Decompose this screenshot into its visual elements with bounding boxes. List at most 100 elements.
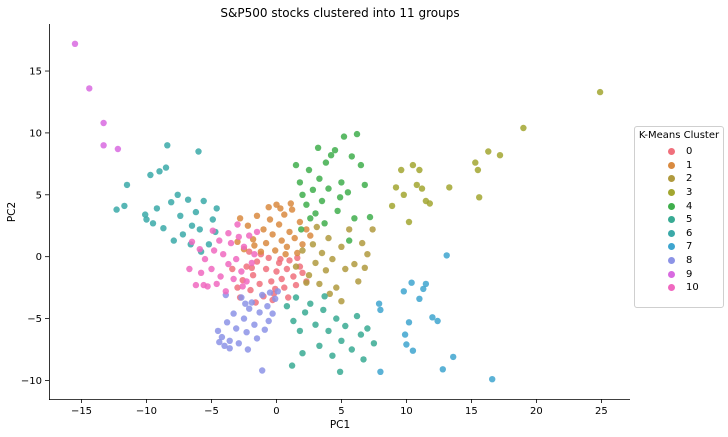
data-point-cluster-5 [325, 327, 332, 335]
legend-item: 8 [635, 254, 723, 268]
data-point-cluster-10 [216, 237, 223, 244]
legend-label: 2 [686, 173, 693, 185]
data-point-cluster-5 [360, 356, 367, 363]
data-point-cluster-5 [283, 303, 291, 310]
data-point-cluster-1 [294, 249, 301, 257]
data-point-cluster-4 [312, 210, 319, 217]
data-point-cluster-9 [114, 145, 122, 153]
data-point-cluster-2 [313, 223, 320, 231]
data-point-cluster-4 [338, 179, 345, 186]
data-point-cluster-10 [208, 265, 215, 273]
data-point-cluster-7 [401, 331, 409, 338]
data-point-cluster-5 [348, 346, 355, 353]
legend-marker [668, 229, 675, 237]
data-point-cluster-7 [450, 353, 457, 361]
data-point-cluster-4 [321, 220, 328, 227]
data-point-cluster-10 [235, 233, 242, 241]
data-point-cluster-8 [226, 337, 233, 344]
data-point-cluster-5 [342, 322, 349, 330]
data-point-cluster-8 [253, 335, 261, 342]
data-point-cluster-10 [220, 251, 227, 258]
data-point-cluster-8 [244, 346, 252, 353]
data-point-cluster-2 [309, 241, 317, 248]
data-point-cluster-3 [405, 218, 413, 226]
data-point-cluster-1 [253, 212, 261, 219]
data-point-cluster-0 [281, 284, 288, 291]
data-point-cluster-8 [264, 303, 271, 310]
data-points [71, 40, 604, 383]
data-point-cluster-6 [196, 226, 203, 233]
data-point-cluster-3 [496, 152, 504, 159]
data-point-cluster-5 [307, 300, 314, 307]
data-point-cluster-10 [200, 281, 207, 289]
data-point-cluster-1 [257, 248, 265, 255]
axis-ticks: −15 −10 −5 0 5 10 15 20 25 −10 −5 0 5 10 15 [21, 67, 608, 417]
data-point-cluster-5 [288, 362, 296, 369]
legend-marker [668, 284, 675, 292]
data-point-cluster-10 [234, 221, 241, 228]
data-point-cluster-6 [113, 206, 120, 213]
data-point-cluster-1 [262, 239, 270, 247]
data-point-cluster-2 [359, 239, 366, 247]
data-point-cluster-1 [265, 204, 272, 211]
data-point-cluster-7 [400, 288, 407, 295]
data-point-cluster-2 [312, 259, 319, 267]
data-point-cluster-8 [226, 345, 233, 352]
legend-label: 6 [686, 227, 693, 239]
y-tick-label: −5 [27, 314, 42, 325]
data-point-cluster-1 [286, 228, 293, 236]
data-point-cluster-3 [398, 166, 405, 174]
data-point-cluster-4 [348, 153, 355, 160]
data-point-cluster-9 [100, 119, 107, 127]
data-point-cluster-0 [247, 286, 254, 294]
data-point-cluster-7 [375, 300, 383, 307]
data-point-cluster-3 [392, 184, 400, 191]
data-point-cluster-0 [229, 265, 236, 273]
data-point-cluster-0 [243, 263, 250, 270]
data-point-cluster-8 [233, 325, 240, 332]
data-point-cluster-5 [292, 294, 300, 301]
data-point-cluster-8 [240, 315, 248, 322]
data-point-cluster-5 [301, 309, 309, 316]
data-point-cluster-6 [188, 222, 196, 229]
data-point-cluster-4 [314, 144, 322, 151]
data-point-cluster-3 [400, 191, 407, 198]
legend-item: 4 [635, 199, 723, 213]
data-point-cluster-3 [446, 184, 453, 191]
data-point-cluster-6 [143, 216, 150, 223]
data-point-cluster-5 [290, 317, 297, 325]
data-point-cluster-2 [316, 280, 323, 288]
data-point-cluster-4 [327, 152, 335, 159]
data-point-cluster-0 [292, 281, 300, 289]
data-point-cluster-5 [316, 342, 323, 349]
data-point-cluster-4 [298, 226, 305, 233]
data-point-cluster-1 [272, 247, 279, 254]
data-point-cluster-7 [489, 376, 496, 383]
data-point-cluster-4 [351, 215, 358, 222]
data-point-cluster-1 [260, 226, 267, 233]
data-point-cluster-7 [405, 319, 413, 326]
data-point-cluster-1 [282, 251, 289, 258]
legend-label: 10 [686, 282, 699, 294]
data-point-cluster-4 [361, 181, 368, 189]
legend-item: 3 [635, 186, 723, 200]
legend-item: 5 [635, 213, 723, 227]
data-point-cluster-7 [403, 341, 410, 348]
data-point-cluster-5 [336, 368, 344, 375]
data-point-cluster-1 [296, 218, 304, 226]
data-point-cluster-1 [266, 216, 274, 223]
data-point-cluster-8 [223, 319, 231, 326]
data-point-cluster-10 [197, 269, 205, 276]
data-point-cluster-7 [420, 285, 427, 293]
data-point-cluster-5 [299, 350, 306, 357]
legend-label: 1 [686, 159, 693, 171]
legend-item: 7 [635, 240, 723, 254]
legend-item: 9 [635, 267, 723, 281]
data-point-cluster-3 [596, 88, 604, 96]
data-point-cluster-10 [253, 228, 261, 236]
data-point-cluster-5 [364, 325, 371, 332]
data-point-cluster-4 [344, 189, 352, 196]
data-point-cluster-8 [274, 288, 281, 295]
data-point-cluster-3 [388, 202, 396, 210]
data-point-cluster-3 [409, 161, 417, 169]
